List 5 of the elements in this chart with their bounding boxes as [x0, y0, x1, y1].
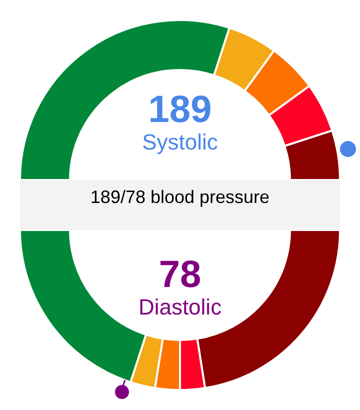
text: 78	[158, 254, 202, 296]
text: Diastolic	[138, 294, 222, 320]
text: 189	[148, 89, 212, 131]
text: 189/78 blood pressure	[90, 187, 270, 207]
text: Systolic	[142, 130, 218, 154]
